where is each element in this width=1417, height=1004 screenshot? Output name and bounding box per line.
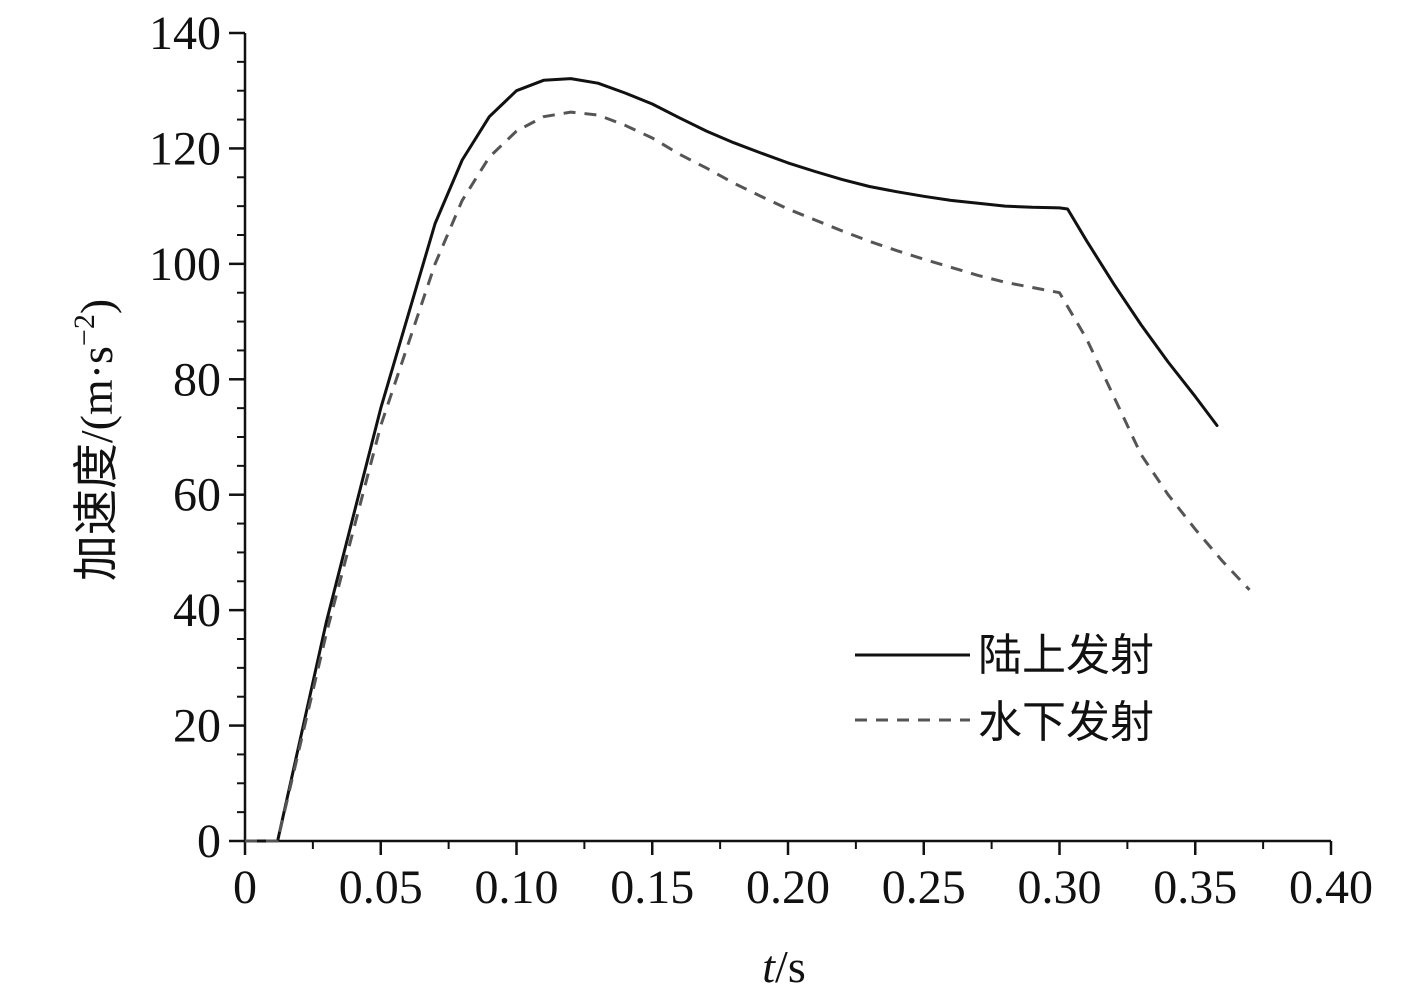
legend-label-underwater: 水下发射 <box>978 697 1154 748</box>
y-tick-label: 0 <box>197 815 221 868</box>
legend: 陆上发射 水下发射 <box>855 630 1154 748</box>
x-tick-label: 0.25 <box>882 861 966 914</box>
y-axis-title-superscript: −2 <box>68 314 101 346</box>
y-tick-label: 60 <box>173 469 221 522</box>
ticks: 0 0.05 0.10 0.15 0.20 0.25 0.30 0.35 0.40 0 20 40 60… <box>149 7 1373 914</box>
x-axis-title: t/s <box>762 941 805 992</box>
x-tick-label: 0 <box>233 861 257 914</box>
y-tick-label: 140 <box>149 7 221 60</box>
y-tick-label: 80 <box>173 353 221 406</box>
axes <box>243 33 1331 843</box>
x-tick-label: 0.15 <box>610 861 694 914</box>
y-axis-title-main: 加速度/(m·s <box>71 346 122 581</box>
x-tick-label: 0.35 <box>1153 861 1237 914</box>
series-line-land <box>243 77 1219 843</box>
series-layer <box>243 77 1251 843</box>
y-tick-label: 40 <box>173 584 221 637</box>
legend-label-land: 陆上发射 <box>978 630 1154 681</box>
x-axis-title-unit: /s <box>775 941 806 992</box>
x-tick-label: 0.10 <box>475 861 559 914</box>
x-tick-label: 0.20 <box>746 861 830 914</box>
y-tick-label: 20 <box>173 700 221 753</box>
y-axis-title: 加速度/(m·s−2) <box>68 299 122 581</box>
y-axis-title-close: ) <box>71 299 122 314</box>
x-tick-label: 0.05 <box>339 861 423 914</box>
y-tick-label: 100 <box>149 238 221 291</box>
x-tick-label: 0.40 <box>1289 861 1373 914</box>
y-tick-label: 120 <box>149 122 221 175</box>
x-axis-title-variable: t <box>762 941 776 992</box>
x-tick-label: 0.30 <box>1018 861 1102 914</box>
